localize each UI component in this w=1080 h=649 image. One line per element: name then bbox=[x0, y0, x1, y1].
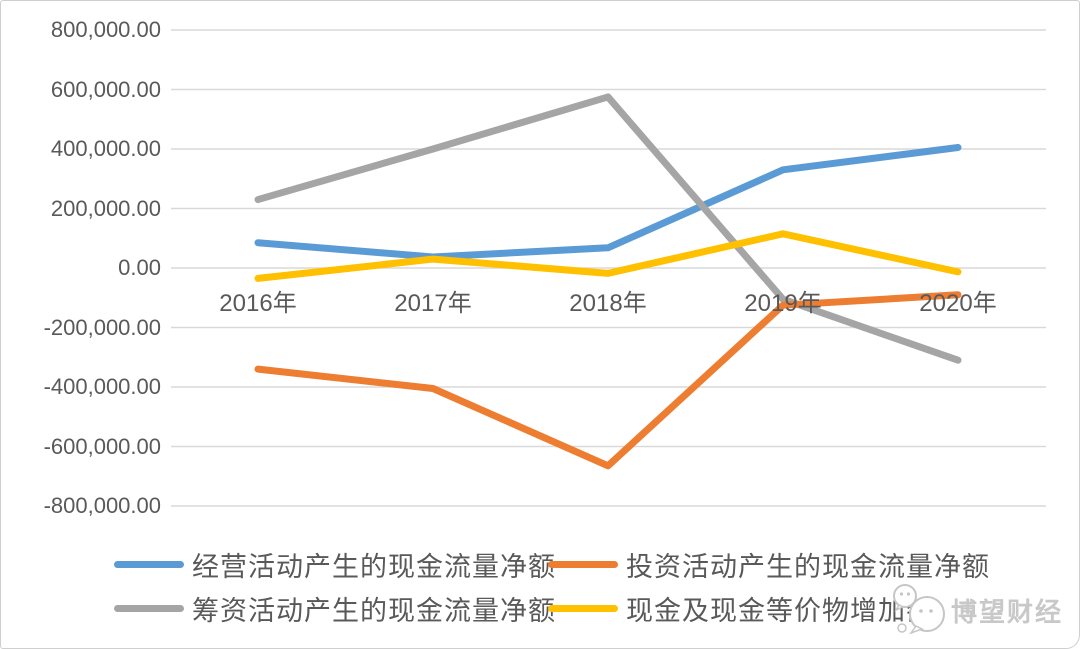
y-axis-tick-label: -400,000.00 bbox=[43, 374, 161, 399]
legend-line-swatch bbox=[548, 560, 618, 568]
x-axis-tick-label: 2017年 bbox=[394, 290, 472, 317]
gridlines bbox=[171, 29, 1046, 507]
y-axis-tick-label: 600,000.00 bbox=[50, 76, 161, 102]
legend-line-swatch bbox=[114, 604, 184, 612]
chat-bubbles-logo-icon bbox=[893, 584, 945, 635]
y-axis-tick-label: 400,000.00 bbox=[50, 136, 161, 161]
y-axis-tick-label: 0.00 bbox=[118, 255, 161, 280]
y-axis-tick-label: -800,000.00 bbox=[43, 493, 161, 518]
series-lines bbox=[254, 93, 962, 470]
legend-item: 经营活动产生的现金流量净额 bbox=[114, 549, 556, 582]
legend-label: 投资活动产生的现金流量净额 bbox=[626, 551, 990, 582]
watermark: 博望财经 bbox=[887, 581, 1063, 639]
legend-item: 筹资活动产生的现金流量净额 bbox=[114, 593, 556, 626]
x-axis-tick-label: 2018年 bbox=[569, 290, 647, 317]
watermark-text: 博望财经 bbox=[951, 596, 1064, 627]
series-line-1 bbox=[254, 291, 962, 470]
legend-label: 经营活动产生的现金流量净额 bbox=[192, 551, 556, 582]
legend-item: 现金及现金等价物增加额 bbox=[548, 593, 934, 626]
y-axis-tick-label: 200,000.00 bbox=[50, 195, 161, 221]
y-axis-tick-label: -600,000.00 bbox=[43, 433, 161, 459]
legend-line-swatch bbox=[548, 604, 618, 612]
x-axis-tick-label: 2020年 bbox=[919, 290, 997, 317]
legend-label: 现金及现金等价物增加额 bbox=[626, 595, 934, 626]
x-axis-tick-label: 2016年 bbox=[219, 290, 297, 317]
x-axis-tick-label: 2019年 bbox=[744, 290, 822, 317]
legend-line-swatch bbox=[114, 560, 184, 568]
series-line-0 bbox=[254, 144, 962, 261]
y-axis-tick-label: 800,000.00 bbox=[50, 17, 161, 42]
series-line-2 bbox=[254, 93, 962, 364]
series-line-3 bbox=[254, 230, 962, 282]
y-axis-tick-label: -200,000.00 bbox=[43, 314, 161, 340]
legend-item: 投资活动产生的现金流量净额 bbox=[548, 549, 990, 582]
legend-label: 筹资活动产生的现金流量净额 bbox=[192, 595, 556, 626]
